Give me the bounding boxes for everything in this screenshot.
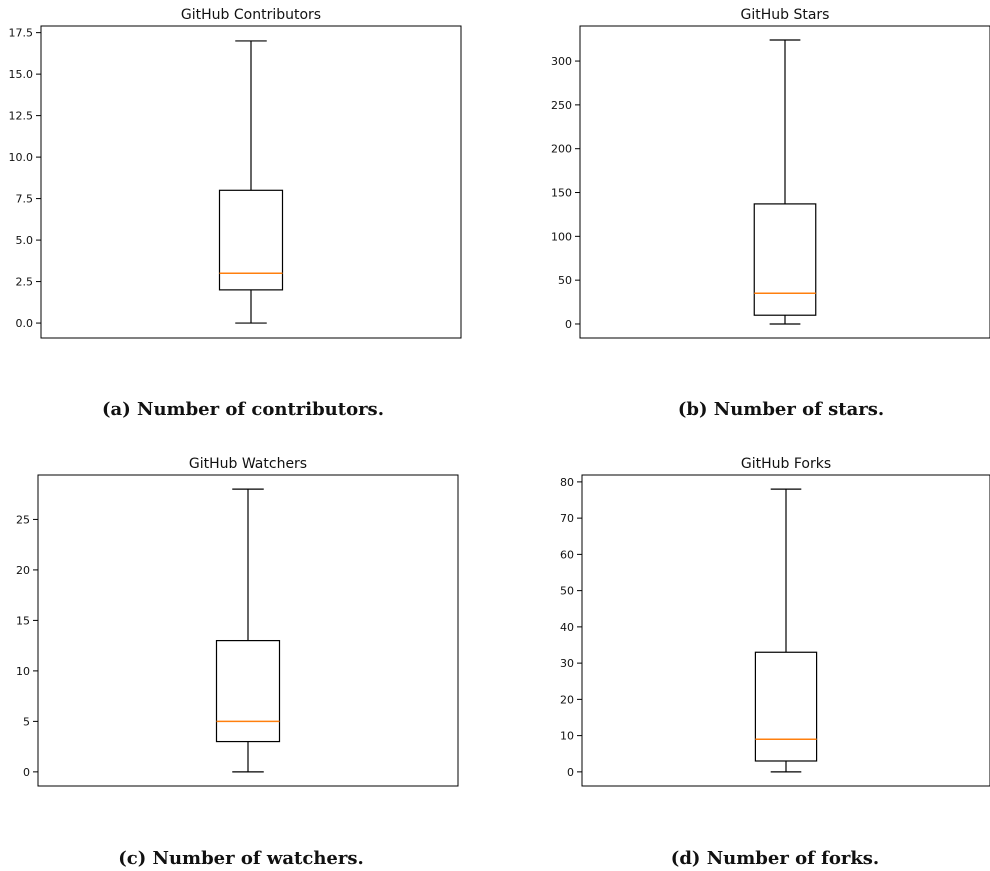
chart-title: GitHub Stars [741, 7, 830, 23]
caption-stars: (b) Number of stars. [677, 399, 885, 420]
y-tick-label: 150 [551, 187, 572, 200]
chart-stars: GitHub Stars 0 50 100 150 200 250 300 [551, 7, 990, 339]
y-tick-label: 10 [16, 665, 30, 678]
y-tick-label: 5 [23, 715, 30, 728]
y-tick-label: 50 [560, 585, 574, 598]
y-tick-label: 0.0 [16, 317, 34, 330]
plot-frame [37, 474, 459, 787]
y-tick-label: 0 [565, 318, 572, 331]
y-tick-label: 15 [16, 614, 30, 627]
chart-forks: GitHub Forks 0 10 20 30 40 50 60 70 80 [560, 456, 990, 787]
y-tick-label: 70 [560, 512, 574, 525]
y-tick-label: 20 [560, 693, 574, 706]
y-tick-label: 7.5 [16, 193, 34, 206]
y-tick-label: 100 [551, 230, 572, 243]
caption-contributors: (a) Number of contributors. [102, 399, 384, 420]
chart-title: GitHub Watchers [189, 456, 307, 472]
y-tick-label: 20 [16, 564, 30, 577]
y-tick-label: 250 [551, 99, 572, 112]
chart-watchers: GitHub Watchers 0 5 10 15 20 25 [16, 456, 459, 787]
y-tick-label: 2.5 [16, 276, 34, 289]
chart-title: GitHub Contributors [181, 7, 321, 23]
caption-watchers: (c) Number of watchers. [118, 848, 364, 869]
chart-title: GitHub Forks [741, 456, 831, 472]
y-tick-label: 17.5 [9, 27, 34, 40]
y-tick-label: 0 [23, 766, 30, 779]
y-tick-label: 0 [567, 766, 574, 779]
y-tick-label: 10 [560, 730, 574, 743]
plot-frame [40, 25, 462, 339]
y-tick-label: 300 [551, 55, 572, 68]
y-tick-label: 12.5 [9, 110, 34, 123]
y-tick-label: 25 [16, 513, 30, 526]
iqr-box [218, 189, 284, 291]
plot-frame [579, 25, 990, 339]
y-tick-label: 60 [560, 548, 574, 561]
chart-contributors: GitHub Contributors 0.0 2.5 5.0 7.5 10.0 12.5 1… [9, 7, 462, 339]
y-tick-label: 10.0 [9, 151, 34, 164]
y-tick-label: 40 [560, 621, 574, 634]
y-tick-label: 5.0 [16, 234, 34, 247]
iqr-box [754, 651, 818, 762]
y-tick-label: 50 [558, 274, 572, 287]
y-tick-label: 200 [551, 143, 572, 156]
iqr-box [753, 203, 817, 316]
caption-forks: (d) Number of forks. [670, 848, 880, 869]
iqr-box [215, 639, 281, 743]
y-tick-label: 30 [560, 657, 574, 670]
y-tick-label: 15.0 [9, 68, 34, 81]
y-tick-label: 80 [560, 476, 574, 489]
plot-frame [581, 474, 990, 787]
